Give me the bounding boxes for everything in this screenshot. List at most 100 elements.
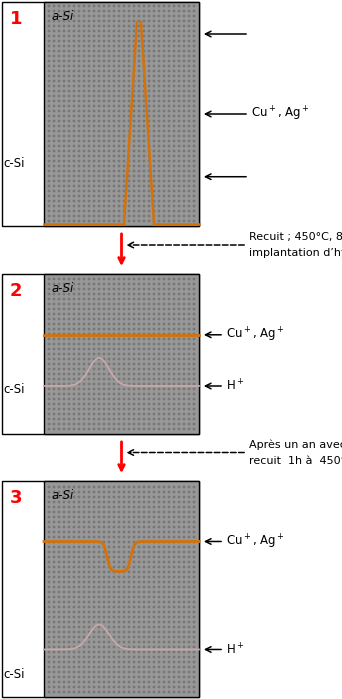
Circle shape xyxy=(103,115,105,117)
Circle shape xyxy=(173,621,175,623)
Circle shape xyxy=(183,617,185,618)
Circle shape xyxy=(193,308,195,310)
Circle shape xyxy=(163,36,165,37)
Circle shape xyxy=(68,496,70,498)
Circle shape xyxy=(53,398,55,400)
Circle shape xyxy=(188,631,190,633)
Circle shape xyxy=(183,413,185,415)
Circle shape xyxy=(93,552,95,553)
Circle shape xyxy=(93,666,95,668)
Circle shape xyxy=(148,413,150,415)
Circle shape xyxy=(93,631,95,633)
Circle shape xyxy=(138,501,140,503)
Circle shape xyxy=(78,333,80,335)
Circle shape xyxy=(128,100,130,101)
Circle shape xyxy=(163,303,165,305)
Circle shape xyxy=(193,403,195,405)
Circle shape xyxy=(113,677,115,678)
Circle shape xyxy=(78,343,80,345)
Circle shape xyxy=(98,403,100,405)
Circle shape xyxy=(68,303,70,305)
Circle shape xyxy=(173,353,175,354)
Circle shape xyxy=(138,125,140,127)
Circle shape xyxy=(68,601,70,603)
Circle shape xyxy=(118,303,120,305)
Circle shape xyxy=(88,338,90,340)
Circle shape xyxy=(163,552,165,553)
Circle shape xyxy=(178,294,180,295)
Circle shape xyxy=(48,552,50,553)
Circle shape xyxy=(133,10,135,12)
Circle shape xyxy=(73,552,75,553)
Circle shape xyxy=(58,691,60,693)
Circle shape xyxy=(123,185,125,187)
Circle shape xyxy=(113,428,115,430)
Circle shape xyxy=(173,656,175,658)
Circle shape xyxy=(98,343,100,345)
Circle shape xyxy=(128,621,130,623)
Circle shape xyxy=(148,541,150,542)
Circle shape xyxy=(113,20,115,22)
Circle shape xyxy=(128,691,130,693)
Circle shape xyxy=(138,220,140,222)
Circle shape xyxy=(53,45,55,47)
Circle shape xyxy=(158,368,160,370)
Circle shape xyxy=(113,686,115,688)
Circle shape xyxy=(168,15,170,17)
Circle shape xyxy=(193,566,195,568)
Circle shape xyxy=(73,661,75,663)
Circle shape xyxy=(178,691,180,693)
Circle shape xyxy=(123,160,125,161)
Circle shape xyxy=(98,626,100,628)
Circle shape xyxy=(193,576,195,577)
Circle shape xyxy=(168,150,170,152)
Circle shape xyxy=(63,71,65,72)
Circle shape xyxy=(78,552,80,553)
Circle shape xyxy=(133,596,135,598)
Circle shape xyxy=(58,55,60,57)
Circle shape xyxy=(68,606,70,607)
Circle shape xyxy=(58,378,60,380)
Circle shape xyxy=(63,373,65,375)
Circle shape xyxy=(168,348,170,350)
Circle shape xyxy=(168,318,170,319)
Circle shape xyxy=(183,60,185,62)
Circle shape xyxy=(48,140,50,142)
Circle shape xyxy=(58,136,60,137)
Circle shape xyxy=(148,25,150,27)
Circle shape xyxy=(173,338,175,340)
Circle shape xyxy=(123,398,125,400)
Circle shape xyxy=(108,617,110,618)
Circle shape xyxy=(178,418,180,419)
Circle shape xyxy=(103,20,105,22)
Circle shape xyxy=(53,617,55,618)
Circle shape xyxy=(143,190,145,192)
Circle shape xyxy=(148,150,150,152)
Circle shape xyxy=(98,160,100,161)
Circle shape xyxy=(103,491,105,493)
Circle shape xyxy=(78,120,80,122)
Circle shape xyxy=(58,686,60,688)
Circle shape xyxy=(78,636,80,637)
Circle shape xyxy=(168,666,170,668)
Circle shape xyxy=(113,190,115,192)
Circle shape xyxy=(88,140,90,142)
Circle shape xyxy=(148,671,150,672)
Circle shape xyxy=(98,536,100,538)
Circle shape xyxy=(123,556,125,558)
Circle shape xyxy=(68,541,70,542)
Circle shape xyxy=(178,517,180,518)
Circle shape xyxy=(58,125,60,127)
Circle shape xyxy=(168,338,170,340)
Circle shape xyxy=(88,75,90,77)
Circle shape xyxy=(108,631,110,633)
Circle shape xyxy=(163,125,165,127)
Circle shape xyxy=(63,413,65,415)
Circle shape xyxy=(83,612,85,613)
Circle shape xyxy=(88,165,90,166)
Circle shape xyxy=(163,517,165,518)
Circle shape xyxy=(93,20,95,22)
Circle shape xyxy=(83,547,85,548)
Circle shape xyxy=(188,10,190,12)
Circle shape xyxy=(188,338,190,340)
